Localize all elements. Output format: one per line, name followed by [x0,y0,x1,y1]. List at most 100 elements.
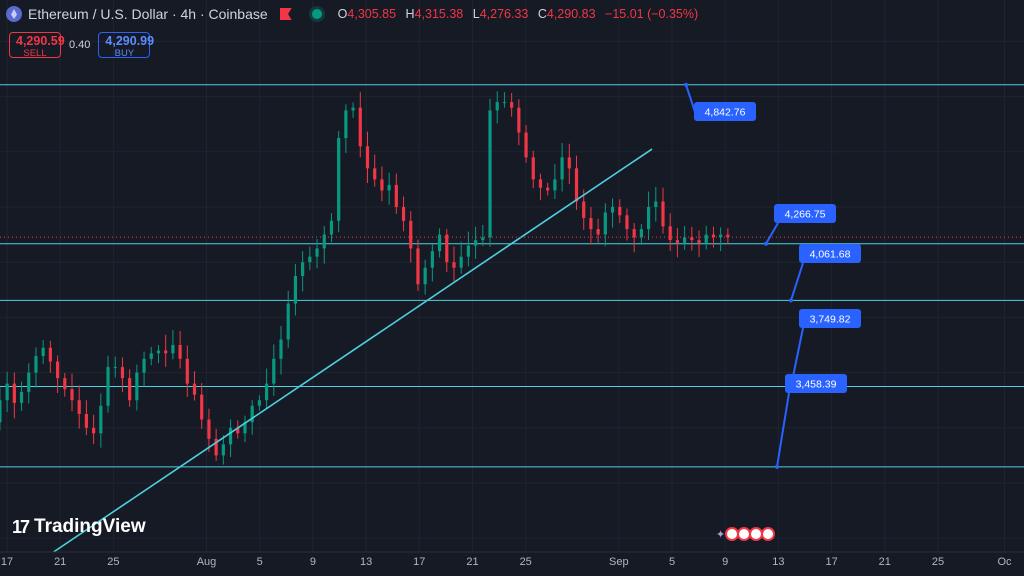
tradingview-logo[interactable]: 17 TradingView [12,516,146,538]
symbol-title[interactable]: Ethereum / U.S. Dollar · 4h · Coinbase [28,6,268,22]
label-anchor [764,241,768,246]
x-tick-label: Aug [197,556,217,568]
sell-button[interactable]: 4,290.59 SELL [9,32,65,59]
candles [0,91,730,465]
candle-body [603,212,607,235]
level-label-box [694,102,756,121]
candle-body [517,107,521,133]
candle-body [70,389,74,401]
candle-body [0,400,2,423]
candle-body [373,168,377,180]
candle-body [481,237,485,241]
candle-body [120,367,125,379]
candle-body [567,157,571,169]
candle-body [5,383,9,401]
level-label-text: 4,842.76 [705,107,746,119]
level-label-box [799,244,861,263]
candle-body [351,107,355,111]
buy-button[interactable]: 4,290.99 BUY [98,32,155,59]
buy-label: BUY [114,48,135,59]
ohlc-close-key: C [537,7,547,21]
ohlc-low-key: L [472,7,480,21]
label-pointer [776,392,790,468]
candle-body [322,234,326,249]
label-pointer [765,222,779,245]
candle-body [683,237,687,243]
ethereum-icon [6,6,22,22]
candle-body [596,229,600,235]
x-tick-label: 5 [257,556,263,568]
candle-body [221,444,225,456]
x-tick-label: 17 [825,556,837,568]
candle-body [430,251,434,268]
candle-body [445,234,449,263]
sell-price: 4,290.59 [16,34,65,48]
x-tick-label: 13 [772,556,784,568]
x-tick-label: 13 [360,556,372,568]
candle-body [308,256,312,263]
candle-body [171,345,175,354]
candle-body [646,207,651,230]
level-label-box [774,204,836,223]
candle-body [675,240,680,243]
candle-body [466,245,470,257]
x-tick-label: 25 [520,556,532,568]
candle-body [185,358,189,384]
level-label-text: 3,749.82 [810,314,851,326]
candle-body [63,378,67,390]
candle-body [164,350,168,354]
candle-body [553,179,557,191]
candle-body [459,256,463,268]
candle-body [329,220,334,235]
candle-body [690,237,694,241]
candle-body [726,234,730,238]
candle-body [510,102,514,108]
level-label-text: 3,458.39 [796,379,837,391]
candle-body [106,367,110,406]
ohlc-open-key: O [337,7,348,21]
candle-body [387,184,391,191]
candle-body [639,229,643,238]
ohlc-open: 4,305.85 [347,7,397,21]
x-tick-label: 17 [1,556,13,568]
event-flag-icon[interactable] [761,527,776,541]
sparkle-icon: ✦ [716,528,726,541]
candle-body [315,248,319,257]
candle-body [531,157,535,180]
candle-body [214,438,218,456]
ohlc-change: −15.01 (−0.35%) [605,7,699,21]
flag-icon[interactable] [279,8,292,20]
candle-body [293,276,298,304]
candle-body [243,422,247,434]
level-label-text: 4,266.75 [785,209,826,221]
candle-body [538,179,543,188]
candle-body [618,207,622,216]
candle-body [135,372,139,401]
ohlc-values: O4,305.85 H4,315.38 L4,276.33 C4,290.83 … [338,7,705,21]
candle-body [488,110,492,238]
candle-body [365,146,370,169]
x-tick-label: 9 [310,556,316,568]
x-tick-label: 17 [413,556,425,568]
x-tick-label: 25 [932,556,944,568]
economic-events[interactable]: ✦ [716,527,776,541]
candle-body [99,405,103,434]
trade-buttons: 4,290.59 SELL 0.40 4,290.99 BUY [9,32,155,59]
sell-label: SELL [23,48,47,59]
candle-body [661,201,665,227]
candle-body [77,400,81,414]
candle-body [719,234,723,238]
candle-body [416,248,420,285]
candle-body [409,220,413,249]
ohlc-high-key: H [405,7,415,21]
buy-price: 4,290.99 [105,34,155,48]
candle-body [192,383,197,395]
x-axis: 17 21 25 Aug 5 9 13 17 21 25 Sep 5 9 13 17 21 25 Oc [0,551,1024,576]
label-anchor [775,464,779,469]
x-tick-label: 21 [54,556,66,568]
candle-body [156,350,161,354]
candle-body [452,262,456,268]
candle-body [394,184,398,207]
ohlc-low: 4,276.33 [479,7,529,21]
